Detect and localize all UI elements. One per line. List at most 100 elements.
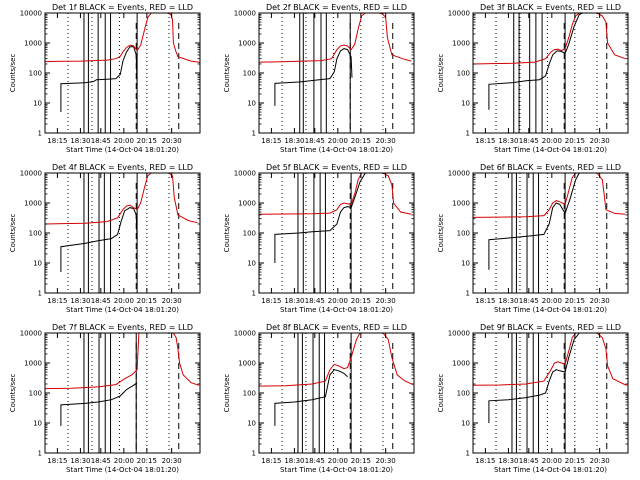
panel-2: Det 2f BLACK = Events, RED = LLD 1 10 100 10… [223,3,415,154]
events-series-line [60,207,138,272]
x-axis-label: Start Time (14-Oct-04 18:01:20) [66,146,179,154]
lld-series-line [472,332,628,386]
x-tick-label: 20:30 [162,457,182,465]
panel-6: Det 6f BLACK = Events, RED = LLD 1 10 100 10… [437,163,629,314]
events-series-line [274,48,353,106]
y-tick-label: 10000 [234,170,256,178]
panel-8: Det 8f BLACK = Events, RED = LLD 1 10 100 10… [223,323,415,474]
y-tick-label: 1000 [452,360,470,368]
y-tick-label: 1000 [24,200,42,208]
events-series-line [488,172,580,270]
y-tick-label: 10000 [234,330,256,338]
x-axis-label: Start Time (14-Oct-04 18:01:20) [494,146,607,154]
x-tick-label: 20:15 [351,137,371,145]
x-tick-label: 20:00 [114,457,134,465]
x-tick-label: 20:15 [137,297,157,305]
x-tick-label: 20:00 [114,297,134,305]
x-tick-label: 18:15 [475,297,495,305]
panel-title: Det 6f BLACK = Events, RED = LLD [480,163,621,172]
x-tick-label: 18:45 [519,297,539,305]
panel-1: Det 1f BLACK = Events, RED = LLD 1 10 100 10… [9,3,201,154]
x-tick-label: 20:00 [328,297,348,305]
panel-title: Det 3f BLACK = Events, RED = LLD [480,3,621,12]
x-tick-label: 18:45 [519,457,539,465]
x-tick-label: 20:15 [565,297,585,305]
x-tick-label: 18:15 [475,457,495,465]
x-tick-label: 20:30 [590,297,610,305]
y-tick-label: 1000 [452,200,470,208]
y-tick-label: 10000 [234,10,256,18]
y-tick-label: 1000 [24,40,42,48]
x-axis-label: Start Time (14-Oct-04 18:01:20) [66,306,179,314]
x-axis-label: Start Time (14-Oct-04 18:01:20) [66,466,179,474]
x-tick-label: 18:45 [305,297,325,305]
y-tick-label: 10 [33,100,42,108]
panel-9: Det 9f BLACK = Events, RED = LLD 1 10 100 10… [437,323,629,474]
events-series-line [60,46,138,112]
x-tick-label: 18:30 [70,457,90,465]
x-tick-label: 18:15 [261,457,281,465]
y-tick-label: 10000 [448,170,470,178]
y-tick-label: 1 [252,450,256,458]
lld-series-line [258,12,412,63]
x-tick-label: 18:45 [91,297,111,305]
x-tick-label: 18:15 [47,297,67,305]
y-tick-label: 10 [247,100,256,108]
x-tick-label: 18:15 [475,137,495,145]
x-tick-label: 20:15 [137,137,157,145]
y-tick-label: 1000 [452,40,470,48]
panel-title: Det 1f BLACK = Events, RED = LLD [52,3,193,12]
x-tick-label: 18:30 [70,137,90,145]
panel-4: Det 4f BLACK = Events, RED = LLD 1 10 100 10… [9,163,201,314]
panel-title: Det 7f BLACK = Events, RED = LLD [52,323,193,332]
y-tick-label: 100 [243,230,256,238]
x-tick-label: 20:00 [328,457,348,465]
y-tick-label: 10 [461,100,470,108]
y-tick-label: 1 [38,290,42,298]
panel-5: Det 5f BLACK = Events, RED = LLD 1 10 100 10… [223,163,415,314]
x-tick-label: 18:15 [47,457,67,465]
y-tick-label: 10 [461,260,470,268]
x-tick-label: 18:30 [498,457,518,465]
y-tick-label: 1 [252,290,256,298]
y-axis-label: Counts/sec [9,214,17,253]
x-tick-label: 20:30 [590,137,610,145]
y-tick-label: 100 [457,230,470,238]
y-tick-label: 1 [466,290,470,298]
x-tick-label: 18:45 [305,457,325,465]
y-tick-label: 10 [461,420,470,428]
y-axis-label: Counts/sec [223,374,231,413]
x-tick-label: 18:30 [70,297,90,305]
y-tick-label: 10 [33,260,42,268]
y-axis-label: Counts/sec [9,54,17,93]
x-axis-label: Start Time (14-Oct-04 18:01:20) [494,306,607,314]
y-tick-label: 10000 [20,330,42,338]
x-tick-label: 20:15 [351,297,371,305]
x-tick-label: 18:30 [284,457,304,465]
y-tick-label: 100 [29,390,42,398]
y-tick-label: 1000 [24,360,42,368]
x-axis-label: Start Time (14-Oct-04 18:01:20) [280,306,393,314]
x-tick-label: 20:00 [328,137,348,145]
panel-title: Det 4f BLACK = Events, RED = LLD [52,163,193,172]
y-tick-label: 1 [38,130,42,138]
y-axis-label: Counts/sec [223,214,231,253]
x-tick-label: 20:00 [114,137,134,145]
y-tick-label: 10000 [448,330,470,338]
x-tick-label: 18:30 [284,137,304,145]
y-tick-label: 10 [247,420,256,428]
events-series-line [274,172,366,263]
x-tick-label: 20:00 [542,137,562,145]
y-tick-label: 1000 [238,200,256,208]
y-axis-label: Counts/sec [437,214,445,253]
events-series-line [488,332,580,423]
y-tick-label: 100 [243,390,256,398]
x-tick-label: 18:45 [91,457,111,465]
x-tick-label: 18:30 [498,137,518,145]
x-tick-label: 20:15 [137,457,157,465]
x-tick-label: 18:30 [498,297,518,305]
y-tick-label: 10000 [448,10,470,18]
y-tick-label: 100 [457,70,470,78]
x-tick-label: 20:00 [542,297,562,305]
y-tick-label: 100 [29,230,42,238]
